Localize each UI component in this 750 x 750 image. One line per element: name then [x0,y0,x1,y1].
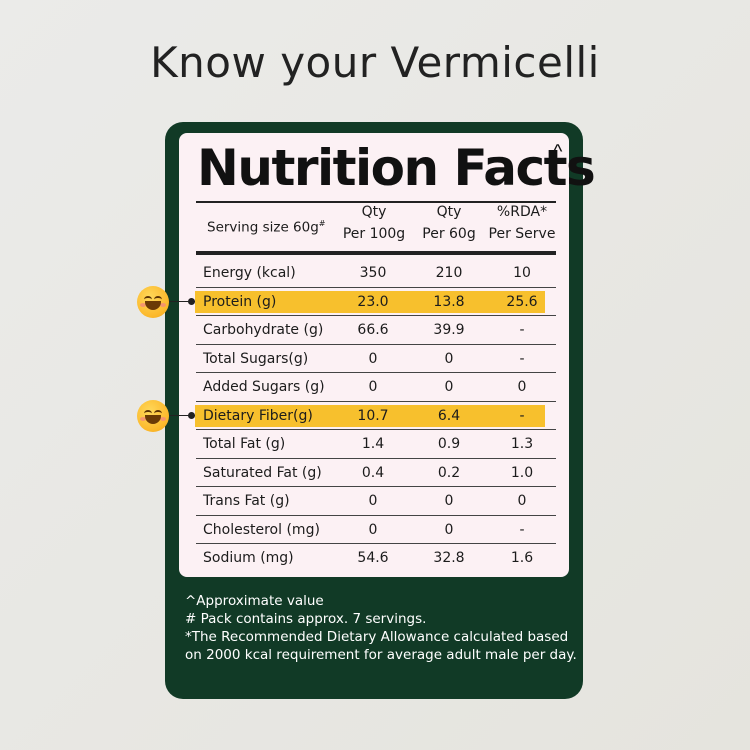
value-rda: 1.6 [510,550,534,566]
nutrient-name: Total Fat (g) [203,436,286,452]
smiley-face-icon [137,285,169,318]
value-per-100g: 350 [359,265,387,281]
nutrient-name: Carbohydrate (g) [203,322,324,338]
value-per-100g: 1.4 [361,436,385,452]
col-header-rda: %RDA* Per Serve [488,204,556,242]
value-rda: - [519,407,525,424]
value-per-100g: 23.0 [357,293,389,310]
value-rda: - [519,521,525,538]
title-approx-mark: ^ [553,141,563,163]
row-divider [196,286,556,288]
row-divider [196,486,556,487]
nutrient-name: Dietary Fiber(g) [203,407,313,424]
row-divider [196,514,556,516]
value-per-60g: 0 [444,350,454,367]
row-divider [196,315,556,316]
value-per-100g: 0.4 [361,464,385,481]
marker-dot [188,297,195,305]
nutrient-name: Sodium (mg) [203,550,294,566]
value-rda: 0 [517,379,527,395]
value-per-100g: 0 [368,493,378,509]
col-header-per100: Qty Per 100g [342,204,406,242]
nutrient-name: Trans Fat (g) [203,493,290,509]
footnote-rda-1: *The Recommended Dietary Allowance calcu… [185,629,569,645]
value-rda: 25.6 [506,293,538,310]
nutrient-name: Protein (g) [203,293,277,310]
value-per-60g: 0 [444,493,454,509]
value-rda: 10 [513,265,531,281]
value-per-60g: 0.2 [437,464,461,481]
value-rda: - [519,350,525,367]
value-per-60g: 0.9 [437,436,461,452]
value-rda: - [519,322,525,338]
nutrition-label: Nutrition Facts ^ Serving size 60g# Qty P… [177,131,596,579]
value-per-60g: 210 [435,265,463,281]
nutrient-name: Total Sugars(g) [203,350,309,367]
row-divider [196,343,556,345]
value-per-100g: 0 [368,350,378,367]
marker-connector [169,300,195,302]
row-divider [196,429,556,430]
page-title: Know your Vermicelli [150,38,600,87]
nutrition-facts-title: Nutrition Facts [197,139,596,197]
nutrient-name: Energy (kcal) [203,265,296,281]
value-per-60g: 39.9 [433,322,465,338]
value-per-60g: 32.8 [433,550,465,566]
value-per-60g: 13.8 [433,293,465,310]
nutrition-card: Nutrition Facts ^ Serving size 60g# Qty P… [165,122,596,699]
smiley-face-icon [137,399,169,432]
row-divider [196,400,556,402]
value-per-60g: 6.4 [437,407,461,424]
value-per-100g: 10.7 [357,407,389,424]
value-per-100g: 0 [368,521,378,538]
header-rule [196,251,556,255]
footnote-approx: ^Approximate value [185,593,324,609]
value-rda: 1.3 [510,436,534,452]
row-divider [196,543,556,544]
footnotes: ^Approximate value # Pack contains appro… [185,592,577,664]
nutrient-name: Cholesterol (mg) [203,521,320,538]
value-per-100g: 0 [368,379,378,395]
row-divider [196,372,556,373]
footnote-rda-2: on 2000 kcal requirement for average adu… [185,647,577,663]
value-per-60g: 0 [444,379,454,395]
marker-dot [188,411,195,419]
serving-mark: # [318,219,326,228]
nutrient-name: Added Sugars (g) [203,379,325,395]
marker-connector [169,414,195,416]
serving-size-label: Serving size 60g# [207,219,326,236]
value-per-100g: 66.6 [357,322,389,338]
highlight-bar [195,404,545,427]
highlight-bar [195,290,545,313]
col-header-per60: Qty Per 60g [422,204,476,242]
title-rule [196,201,556,203]
value-per-100g: 54.6 [357,550,389,566]
value-rda: 0 [517,493,527,509]
footnote-pack: # Pack contains approx. 7 servings. [185,611,427,627]
value-per-60g: 0 [444,521,454,538]
nutrient-name: Saturated Fat (g) [203,464,322,481]
value-rda: 1.0 [510,464,534,481]
row-divider [196,457,556,459]
